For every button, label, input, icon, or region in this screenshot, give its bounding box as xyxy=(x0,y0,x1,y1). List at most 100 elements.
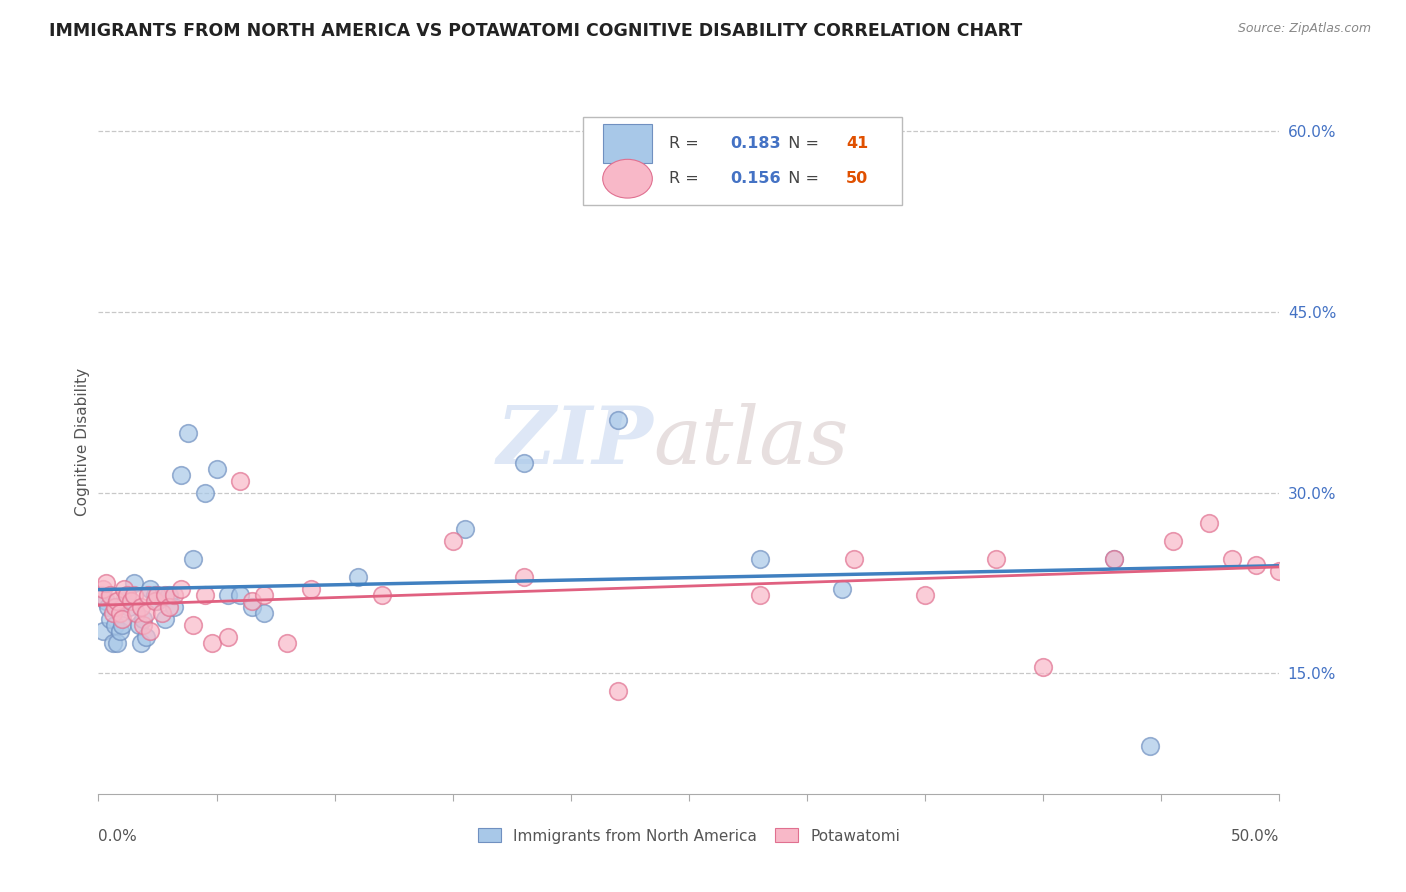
Point xyxy=(157,600,180,615)
Point xyxy=(105,636,128,650)
Point xyxy=(111,612,134,626)
Point xyxy=(229,474,252,488)
Point xyxy=(453,522,475,536)
Point xyxy=(91,624,114,639)
Text: R =: R = xyxy=(669,171,704,186)
Point xyxy=(94,576,117,591)
Point xyxy=(253,606,276,620)
Point xyxy=(91,582,114,596)
Point xyxy=(607,413,630,427)
Point xyxy=(914,588,936,602)
Text: 0.156: 0.156 xyxy=(730,171,780,186)
Text: ZIP: ZIP xyxy=(496,403,654,480)
Point xyxy=(512,570,534,584)
Text: 50.0%: 50.0% xyxy=(1232,830,1279,844)
Point xyxy=(115,588,138,602)
Point xyxy=(163,588,186,602)
Point xyxy=(98,588,121,602)
Point xyxy=(104,600,127,615)
Point xyxy=(299,582,322,596)
Point xyxy=(105,600,128,615)
Point xyxy=(135,606,157,620)
Point xyxy=(153,612,176,626)
Point xyxy=(136,588,159,602)
Point xyxy=(157,588,180,602)
Point xyxy=(1102,552,1125,566)
Point xyxy=(240,600,263,615)
Legend: Immigrants from North America, Potawatomi: Immigrants from North America, Potawatom… xyxy=(471,822,907,850)
Point xyxy=(217,630,239,644)
Point xyxy=(105,594,128,608)
Point xyxy=(177,425,200,440)
Point xyxy=(139,624,162,639)
Point xyxy=(129,600,152,615)
Point xyxy=(90,588,112,602)
Point xyxy=(512,456,534,470)
Point xyxy=(143,594,166,608)
Point xyxy=(371,588,394,602)
Point xyxy=(170,467,193,482)
Point xyxy=(201,636,224,650)
Point xyxy=(128,618,150,632)
Y-axis label: Cognitive Disability: Cognitive Disability xyxy=(75,368,90,516)
Point xyxy=(101,636,124,650)
Point xyxy=(122,588,145,602)
Point xyxy=(163,600,186,615)
Point xyxy=(132,618,155,632)
Point xyxy=(1220,552,1243,566)
Point xyxy=(1102,552,1125,566)
Point xyxy=(1244,558,1267,572)
Point xyxy=(1139,739,1161,753)
FancyBboxPatch shape xyxy=(603,124,652,163)
Point xyxy=(229,588,252,602)
Point xyxy=(115,588,138,602)
Point xyxy=(132,612,155,626)
Point xyxy=(347,570,370,584)
Point xyxy=(118,600,141,615)
Point xyxy=(844,552,866,566)
Point xyxy=(181,618,204,632)
Point xyxy=(112,594,135,608)
Point xyxy=(143,588,166,602)
Point xyxy=(125,606,148,620)
Point xyxy=(194,485,217,500)
Point xyxy=(104,618,127,632)
Point xyxy=(748,552,770,566)
Text: N =: N = xyxy=(778,136,824,151)
Point xyxy=(217,588,239,602)
Point xyxy=(276,636,298,650)
Point xyxy=(194,588,217,602)
Point xyxy=(150,606,173,620)
Point xyxy=(153,588,176,602)
Text: R =: R = xyxy=(669,136,704,151)
Point xyxy=(240,594,263,608)
Point xyxy=(97,600,120,615)
Text: IMMIGRANTS FROM NORTH AMERICA VS POTAWATOMI COGNITIVE DISABILITY CORRELATION CHA: IMMIGRANTS FROM NORTH AMERICA VS POTAWAT… xyxy=(49,22,1022,40)
Point xyxy=(135,630,157,644)
Point xyxy=(1032,660,1054,674)
Point xyxy=(607,684,630,698)
Text: Source: ZipAtlas.com: Source: ZipAtlas.com xyxy=(1237,22,1371,36)
Point xyxy=(205,461,228,475)
Point xyxy=(139,582,162,596)
Text: 0.0%: 0.0% xyxy=(98,830,138,844)
Point xyxy=(121,594,143,608)
FancyBboxPatch shape xyxy=(582,118,901,205)
Ellipse shape xyxy=(603,160,652,198)
Point xyxy=(111,618,134,632)
Text: 41: 41 xyxy=(846,136,869,151)
Point xyxy=(984,552,1007,566)
Point xyxy=(146,594,169,608)
Point xyxy=(122,576,145,591)
Text: N =: N = xyxy=(778,171,824,186)
Text: atlas: atlas xyxy=(654,403,849,480)
Point xyxy=(94,594,117,608)
Point xyxy=(1268,564,1291,578)
Point xyxy=(129,636,152,650)
Text: 0.183: 0.183 xyxy=(730,136,780,151)
Point xyxy=(98,612,121,626)
Text: 50: 50 xyxy=(846,171,869,186)
Point xyxy=(1161,533,1184,548)
Point xyxy=(831,582,853,596)
Point xyxy=(146,588,169,602)
